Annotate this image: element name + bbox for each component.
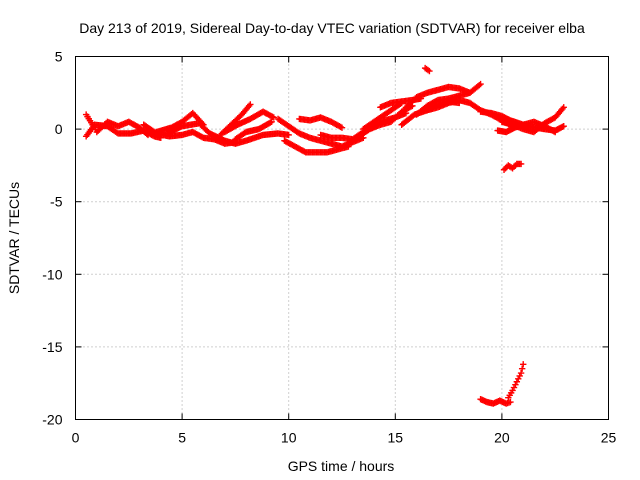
y-axis-label: SDTVAR / TECUs [6, 182, 22, 294]
y-tick-label: -10 [42, 266, 62, 282]
data-point [510, 384, 518, 391]
axis-ticks: 0 5 10 15 20 25 5 0 -5 -10 -15 -20 [42, 49, 616, 446]
data-point [520, 361, 527, 368]
y-tick-label: -5 [50, 194, 63, 210]
data-point [512, 381, 519, 388]
y-tick-label: 5 [55, 49, 63, 65]
data-point [516, 372, 523, 380]
x-tick-label: 10 [281, 430, 297, 446]
data-point [507, 398, 514, 406]
x-tick-label: 5 [178, 430, 186, 446]
series-arc-24 [500, 160, 525, 173]
data-point [267, 119, 274, 126]
series-arc-10 [281, 137, 352, 156]
series-arc-5 [163, 120, 292, 147]
data-point [337, 123, 344, 131]
data-point [456, 99, 463, 107]
data-point [509, 387, 516, 394]
data-point [552, 128, 559, 136]
data-point [517, 369, 525, 377]
data-point [426, 67, 433, 75]
data-point [285, 131, 292, 139]
data-point [477, 80, 484, 88]
data-point [269, 113, 276, 120]
series-arc-23 [494, 118, 559, 136]
data-point [424, 66, 432, 74]
plot-frame [75, 56, 609, 420]
x-tick-label: 25 [601, 430, 617, 446]
x-tick-label: 0 [72, 430, 80, 446]
x-tick-label: 15 [388, 430, 404, 446]
data-point [515, 375, 522, 383]
data-point [247, 101, 254, 108]
series-arc-2 [82, 121, 164, 142]
series-arc-7 [221, 108, 277, 136]
data-points [82, 64, 567, 407]
series-arc-25 [477, 395, 514, 407]
grid-lines [75, 56, 609, 420]
data-point [270, 114, 277, 121]
data-point [517, 160, 525, 168]
data-point [513, 378, 521, 385]
data-point [476, 81, 483, 89]
series-arc-20 [421, 64, 433, 75]
series-arc-8 [232, 118, 275, 143]
data-point [338, 124, 346, 131]
series-arc-26 [505, 361, 527, 401]
series-arc-11 [296, 114, 346, 131]
x-axis-label: GPS time / hours [288, 458, 395, 474]
y-tick-label: -15 [42, 339, 62, 355]
data-point [268, 118, 275, 126]
data-point [550, 128, 558, 135]
data-point [560, 104, 567, 111]
data-point [518, 365, 526, 372]
series-arc-19 [424, 98, 463, 114]
chart-title: Day 213 of 2019, Sidereal Day-to-day VTE… [79, 20, 585, 36]
y-tick-label: -20 [42, 412, 62, 428]
x-tick-label: 20 [494, 430, 510, 446]
data-point [560, 122, 567, 130]
y-tick-label: 0 [55, 121, 63, 137]
